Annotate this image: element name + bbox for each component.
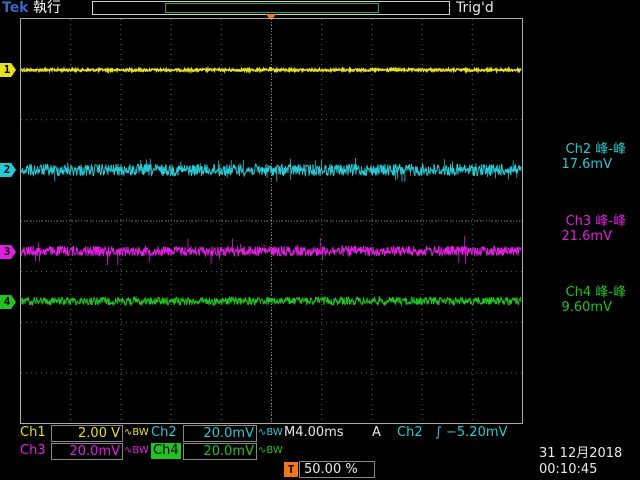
ch3-measurement-value: 21.6mV (561, 229, 612, 244)
trigger-position-icon: T (284, 462, 298, 477)
ch3-label[interactable]: Ch3 (20, 443, 46, 458)
trigger-slope-icon: ∫ (435, 425, 442, 440)
ch1-label[interactable]: Ch1 (20, 425, 46, 440)
trigger-level[interactable]: −5.20mV (446, 425, 508, 440)
channel-2-marker[interactable]: 2 (0, 163, 16, 177)
brand-logo: Tek (2, 0, 29, 16)
trigger-position[interactable]: 50.00 % (299, 461, 375, 478)
ch2-measurement-label: Ch2 峰-峰 (565, 142, 626, 157)
trigger-source[interactable]: Ch2 (397, 425, 423, 440)
ch2-bandwidth-icon: ∿BW (258, 427, 283, 438)
ch3-measurement-label: Ch3 峰-峰 (565, 214, 626, 229)
waveforms (20, 65, 522, 307)
channel-3-waveform (20, 244, 522, 258)
ch1-scale[interactable]: 2.00 V (51, 425, 123, 442)
waveform-display[interactable] (20, 18, 523, 424)
ch3-scale[interactable]: 20.0mV (51, 443, 123, 460)
ch4-scale[interactable]: 20.0mV (183, 443, 257, 460)
timebase[interactable]: M4.00ms (284, 425, 344, 440)
channel-2-waveform (20, 162, 522, 178)
date: 31 12月2018 (539, 446, 623, 461)
ch4-measurement-label: Ch4 峰-峰 (565, 285, 626, 300)
ch3-bandwidth-icon: ∿BW (124, 445, 149, 456)
trigger-arrow-icon (266, 14, 276, 21)
channel-1-waveform (20, 65, 522, 75)
ch1-bandwidth-icon: ∿BW (124, 427, 149, 438)
time: 00:10:45 (539, 462, 598, 477)
ch2-label[interactable]: Ch2 (151, 425, 177, 440)
channel-3-marker[interactable]: 3 (0, 245, 16, 259)
trigger-mode[interactable]: A (372, 425, 381, 440)
ch4-measurement-value: 9.60mV (561, 300, 612, 315)
channel-1-marker[interactable]: 1 (0, 63, 16, 77)
acquisition-mode: 執行 (33, 0, 61, 16)
ch4-label[interactable]: Ch4 (151, 443, 181, 459)
ch4-bandwidth-icon: ∿BW (258, 445, 283, 456)
ch2-scale[interactable]: 20.0mV (183, 425, 257, 442)
channel-4-waveform (20, 295, 522, 307)
ch2-measurement-value: 17.6mV (561, 157, 612, 172)
record-view-window[interactable] (165, 3, 379, 13)
channel-4-marker[interactable]: 4 (0, 295, 16, 309)
trigger-status: Trig'd (456, 0, 494, 16)
